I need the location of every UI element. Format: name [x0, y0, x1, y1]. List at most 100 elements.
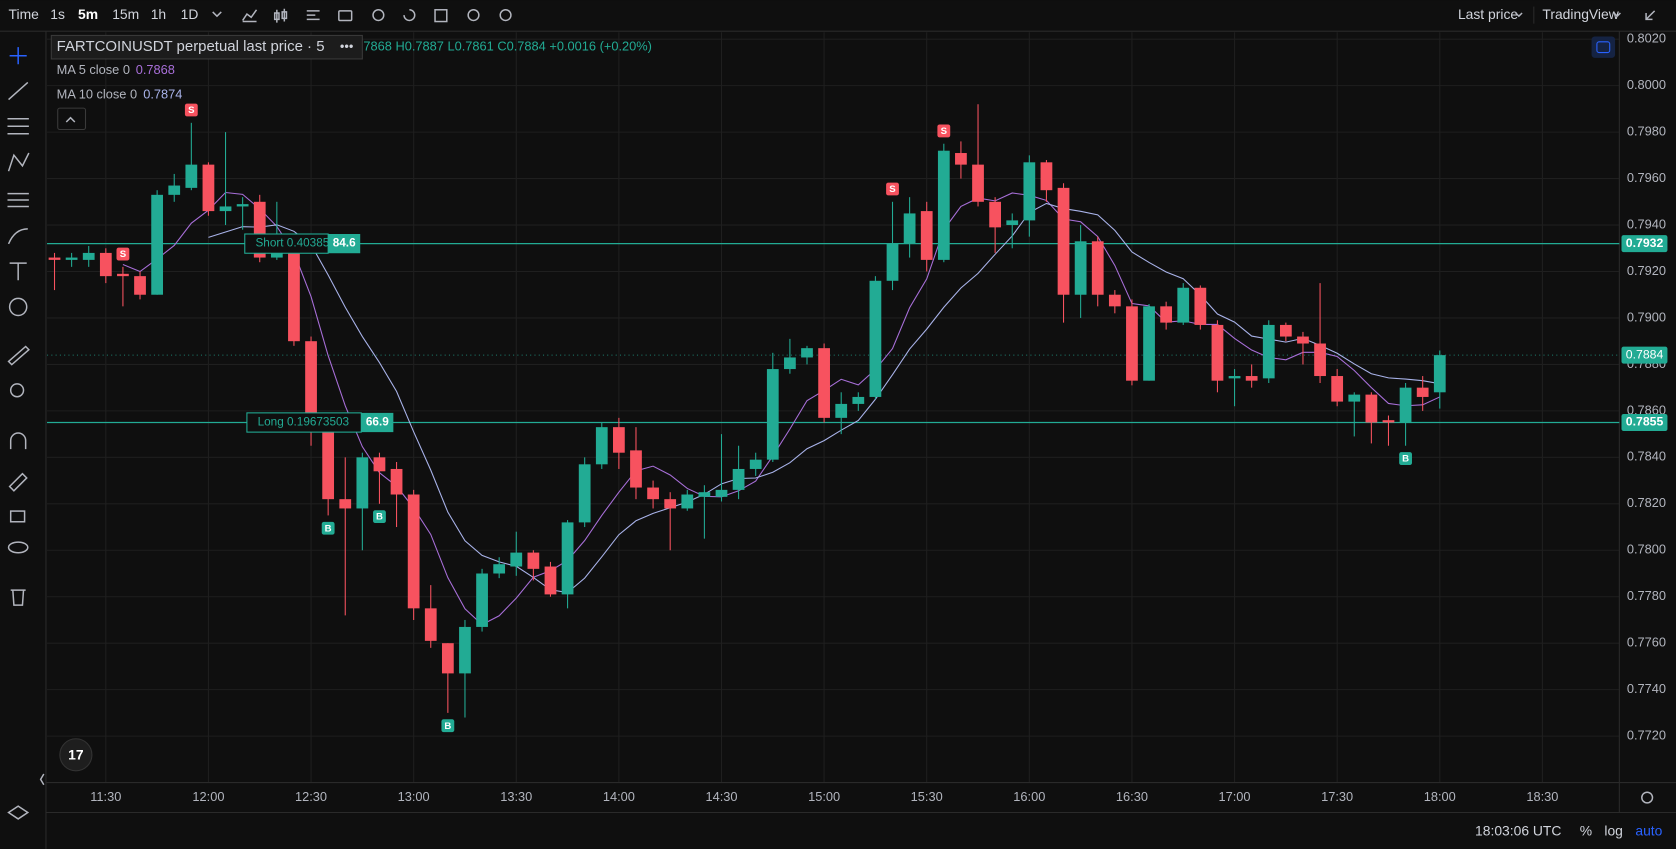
- candle-body: [1074, 241, 1087, 295]
- y-tick-label: 0.7780: [1627, 588, 1666, 603]
- interval-dropdown[interactable]: [212, 11, 222, 18]
- text-tool[interactable]: [9, 262, 27, 281]
- candle-body: [664, 499, 677, 509]
- position-qty-box[interactable]: [361, 412, 394, 433]
- trade-marker: [184, 103, 198, 117]
- candle-body: [681, 494, 694, 509]
- candle-body: [1228, 376, 1241, 379]
- tradingview-menu[interactable]: TradingView: [1542, 6, 1619, 22]
- pattern-tool[interactable]: [7, 152, 30, 172]
- candle-body: [65, 257, 78, 260]
- candle-body: [493, 564, 506, 574]
- candle-body: [424, 608, 437, 641]
- y-tick-label: 0.7960: [1627, 170, 1666, 185]
- candle-body: [595, 427, 608, 465]
- lock-draw-tool[interactable]: [8, 472, 28, 492]
- candle-body: [356, 457, 369, 509]
- layers-tool[interactable]: [7, 805, 30, 820]
- candle-body: [613, 427, 625, 453]
- trade-marker-label: B: [444, 721, 451, 732]
- crosshair-tool[interactable]: [9, 47, 27, 65]
- candle-body: [1297, 336, 1309, 344]
- tv-logo-text: 17: [68, 747, 84, 763]
- candle-body: [1023, 162, 1036, 221]
- position-qty-box[interactable]: [328, 234, 361, 254]
- calendar-icon[interactable]: [434, 9, 448, 23]
- candle-body: [561, 522, 574, 595]
- trash-tool[interactable]: [10, 589, 26, 606]
- add-icon[interactable]: [467, 9, 480, 22]
- screen-button[interactable]: [1591, 36, 1616, 58]
- indicators-icon[interactable]: [306, 10, 320, 21]
- emoji-tool[interactable]: [8, 297, 28, 317]
- trend-line-tool[interactable]: [8, 81, 29, 101]
- candle-body: [1143, 306, 1155, 381]
- interval-button[interactable]: 1D: [181, 6, 199, 22]
- y-tick-label: 0.8000: [1627, 77, 1666, 92]
- brush-tool[interactable]: [7, 228, 28, 245]
- trade-marker-label: B: [1402, 454, 1409, 465]
- x-tick-label: 17:30: [1321, 789, 1353, 804]
- legend-collapse[interactable]: [57, 107, 87, 131]
- drawing-tools[interactable]: [7, 47, 45, 820]
- last-price-menu[interactable]: Last price: [1458, 6, 1518, 22]
- candle-body: [1108, 294, 1121, 307]
- candle-body: [1160, 306, 1173, 323]
- lock-tool[interactable]: [9, 510, 26, 523]
- more-button[interactable]: •••: [340, 39, 353, 54]
- log-toggle[interactable]: log: [1604, 822, 1623, 838]
- ohlc: 7868 H0.7887 L0.7861 C0.7884 +0.0016 (+0…: [363, 39, 652, 54]
- menu-arrows[interactable]: [1515, 12, 1621, 18]
- interval-button[interactable]: 1h: [151, 6, 166, 22]
- zoom-tool[interactable]: [9, 383, 25, 398]
- indicator-icon[interactable]: [242, 9, 258, 23]
- ruler-tool[interactable]: [7, 345, 30, 366]
- screen-button-icon[interactable]: [1596, 41, 1611, 54]
- ma-value: 0.7868: [136, 62, 175, 77]
- y-tick-label: 0.7760: [1627, 635, 1666, 650]
- interval-button[interactable]: Time: [9, 6, 40, 22]
- candle-body: [373, 457, 386, 472]
- candle-body: [185, 164, 198, 188]
- fib-tool[interactable]: [7, 118, 29, 135]
- alert-icon[interactable]: [372, 9, 385, 22]
- fullscreen-icon[interactable]: [1645, 10, 1656, 21]
- candle-body: [441, 643, 454, 674]
- candle-body: [852, 396, 865, 404]
- candle-body: [647, 487, 659, 500]
- candle-body: [1331, 376, 1344, 402]
- tv-logo[interactable]: [59, 738, 93, 772]
- candle-body: [527, 552, 540, 569]
- clock: 18:03:06 UTC: [1475, 822, 1561, 838]
- auto-toggle[interactable]: auto: [1635, 822, 1662, 838]
- y-tick-label: 0.8020: [1627, 31, 1666, 46]
- interval-button[interactable]: 5m: [78, 6, 98, 22]
- candle-body: [801, 348, 813, 358]
- axis-settings[interactable]: [1641, 791, 1654, 804]
- candle-body: [168, 185, 181, 195]
- toolbar-icons[interactable]: [212, 8, 1656, 23]
- ma-label: MA 10 close 0: [57, 87, 137, 102]
- trade-marker: [441, 719, 455, 733]
- interval-button[interactable]: 1s: [50, 6, 65, 22]
- interval-button[interactable]: 15m: [112, 6, 139, 22]
- percent-toggle[interactable]: %: [1580, 822, 1592, 838]
- candle-body: [117, 273, 129, 277]
- magnet-tool[interactable]: [9, 432, 27, 450]
- camera-icon[interactable]: [338, 10, 353, 22]
- settings-icon[interactable]: [499, 9, 512, 22]
- symbol-box[interactable]: [50, 34, 363, 60]
- collapse-toggle[interactable]: [39, 773, 45, 786]
- legend-collapse-icon[interactable]: [65, 116, 76, 123]
- candle-body: [1006, 220, 1019, 226]
- hide-tool[interactable]: [7, 541, 29, 554]
- candle-body: [1279, 324, 1292, 337]
- candle-body: [955, 153, 967, 165]
- candle-body: [219, 206, 232, 212]
- candle-body: [818, 348, 830, 418]
- forecast-tool[interactable]: [7, 192, 29, 208]
- chart-type-icon[interactable]: [273, 8, 288, 23]
- replay-icon[interactable]: [403, 9, 416, 22]
- x-tick-label: 15:30: [911, 789, 943, 804]
